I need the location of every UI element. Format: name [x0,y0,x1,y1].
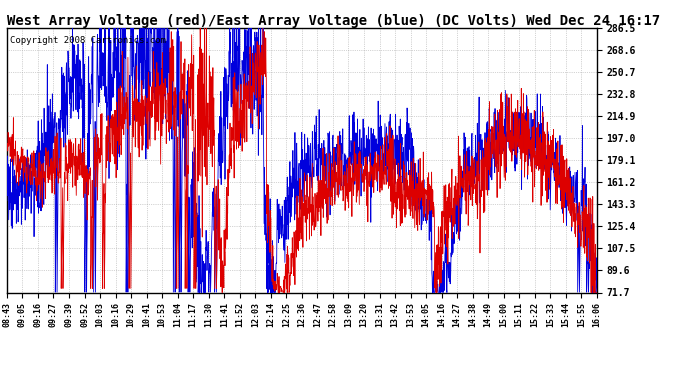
Text: West Array Voltage (red)/East Array Voltage (blue) (DC Volts) Wed Dec 24 16:17: West Array Voltage (red)/East Array Volt… [7,14,660,28]
Text: Copyright 2008 Cartronics.com: Copyright 2008 Cartronics.com [10,36,166,45]
